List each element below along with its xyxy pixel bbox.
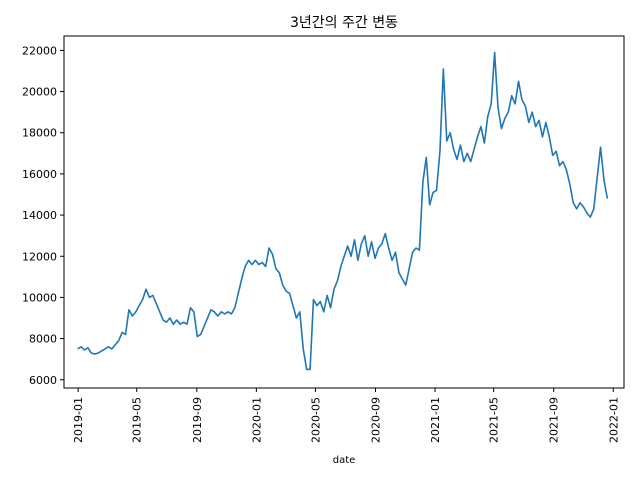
y-tick-label: 16000 (22, 168, 57, 181)
x-tick-label: 2022-01 (607, 397, 620, 443)
x-tick-label: 2019-05 (131, 397, 144, 443)
y-tick-label: 8000 (29, 333, 57, 346)
x-tick-label: 2021-05 (488, 397, 501, 443)
y-tick-label: 22000 (22, 44, 57, 57)
x-tick-label: 2019-01 (72, 397, 85, 443)
series-layer (77, 51, 609, 371)
y-tick-label: 18000 (22, 127, 57, 140)
y-tick-label: 6000 (29, 374, 57, 387)
y-axis: 6000 8000 10000 12000 14000 16000 18000 20000 22… (22, 44, 64, 387)
x-axis-label: date (333, 455, 356, 466)
x-tick-label: 2021-09 (548, 397, 561, 443)
series-line (77, 51, 609, 371)
y-tick-label: 12000 (22, 250, 57, 263)
x-tick-label: 2020-09 (369, 397, 382, 443)
x-tick-label: 2019-09 (191, 397, 204, 443)
y-tick-label: 20000 (22, 86, 57, 99)
x-tick-label: 2020-05 (309, 397, 322, 443)
y-tick-label: 14000 (22, 209, 57, 222)
plot-frame (63, 35, 625, 389)
x-axis: 2019-01 2019-05 2019-09 2020-01 2020-05 2020-… (72, 388, 620, 443)
y-tick-label: 10000 (22, 291, 57, 304)
x-tick-label: 2020-01 (250, 397, 263, 443)
chart-title: 3년간의 주간 변동 (290, 15, 398, 31)
x-tick-label: 2021-01 (429, 397, 442, 443)
